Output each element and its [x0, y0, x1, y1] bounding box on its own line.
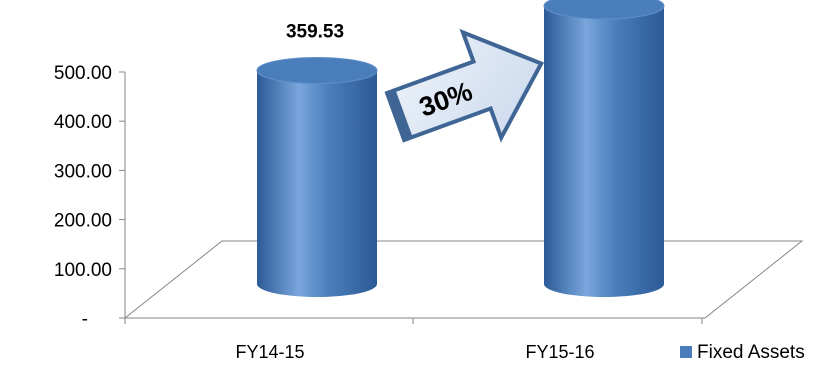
bar-top [543, 0, 665, 20]
x-axis-ticks: FY14-15 FY15-16 [124, 318, 703, 362]
data-label: 359.53 [286, 21, 344, 42]
legend-label: Fixed Assets [697, 342, 805, 363]
bar-body [257, 70, 377, 297]
y-tick-label: 100.00 [54, 260, 112, 281]
y-axis-ticks: - 100.00 200.00 300.00 400.00 500.00 [54, 63, 125, 330]
legend-swatch [680, 346, 692, 358]
bar-top [256, 56, 378, 84]
y-tick-label: 500.00 [54, 63, 112, 84]
growth-arrow-tail-band [387, 89, 413, 141]
growth-arrow: 30% [384, 28, 545, 143]
y-tick-label: 300.00 [54, 161, 112, 182]
y-tick-label: 200.00 [54, 211, 112, 232]
bar-cylinder [543, 0, 665, 297]
y-tick-label: - [82, 309, 88, 330]
growth-arrow-shape [384, 28, 545, 143]
floor-plane [123, 240, 804, 319]
bars-group: 359.53468.16 [256, 0, 665, 297]
y-tick-label: 400.00 [54, 112, 112, 133]
bar-body [544, 5, 664, 297]
bar-cylinder [256, 56, 378, 297]
x-tick-label: FY14-15 [235, 342, 304, 362]
x-tick-label: FY15-16 [525, 342, 594, 362]
